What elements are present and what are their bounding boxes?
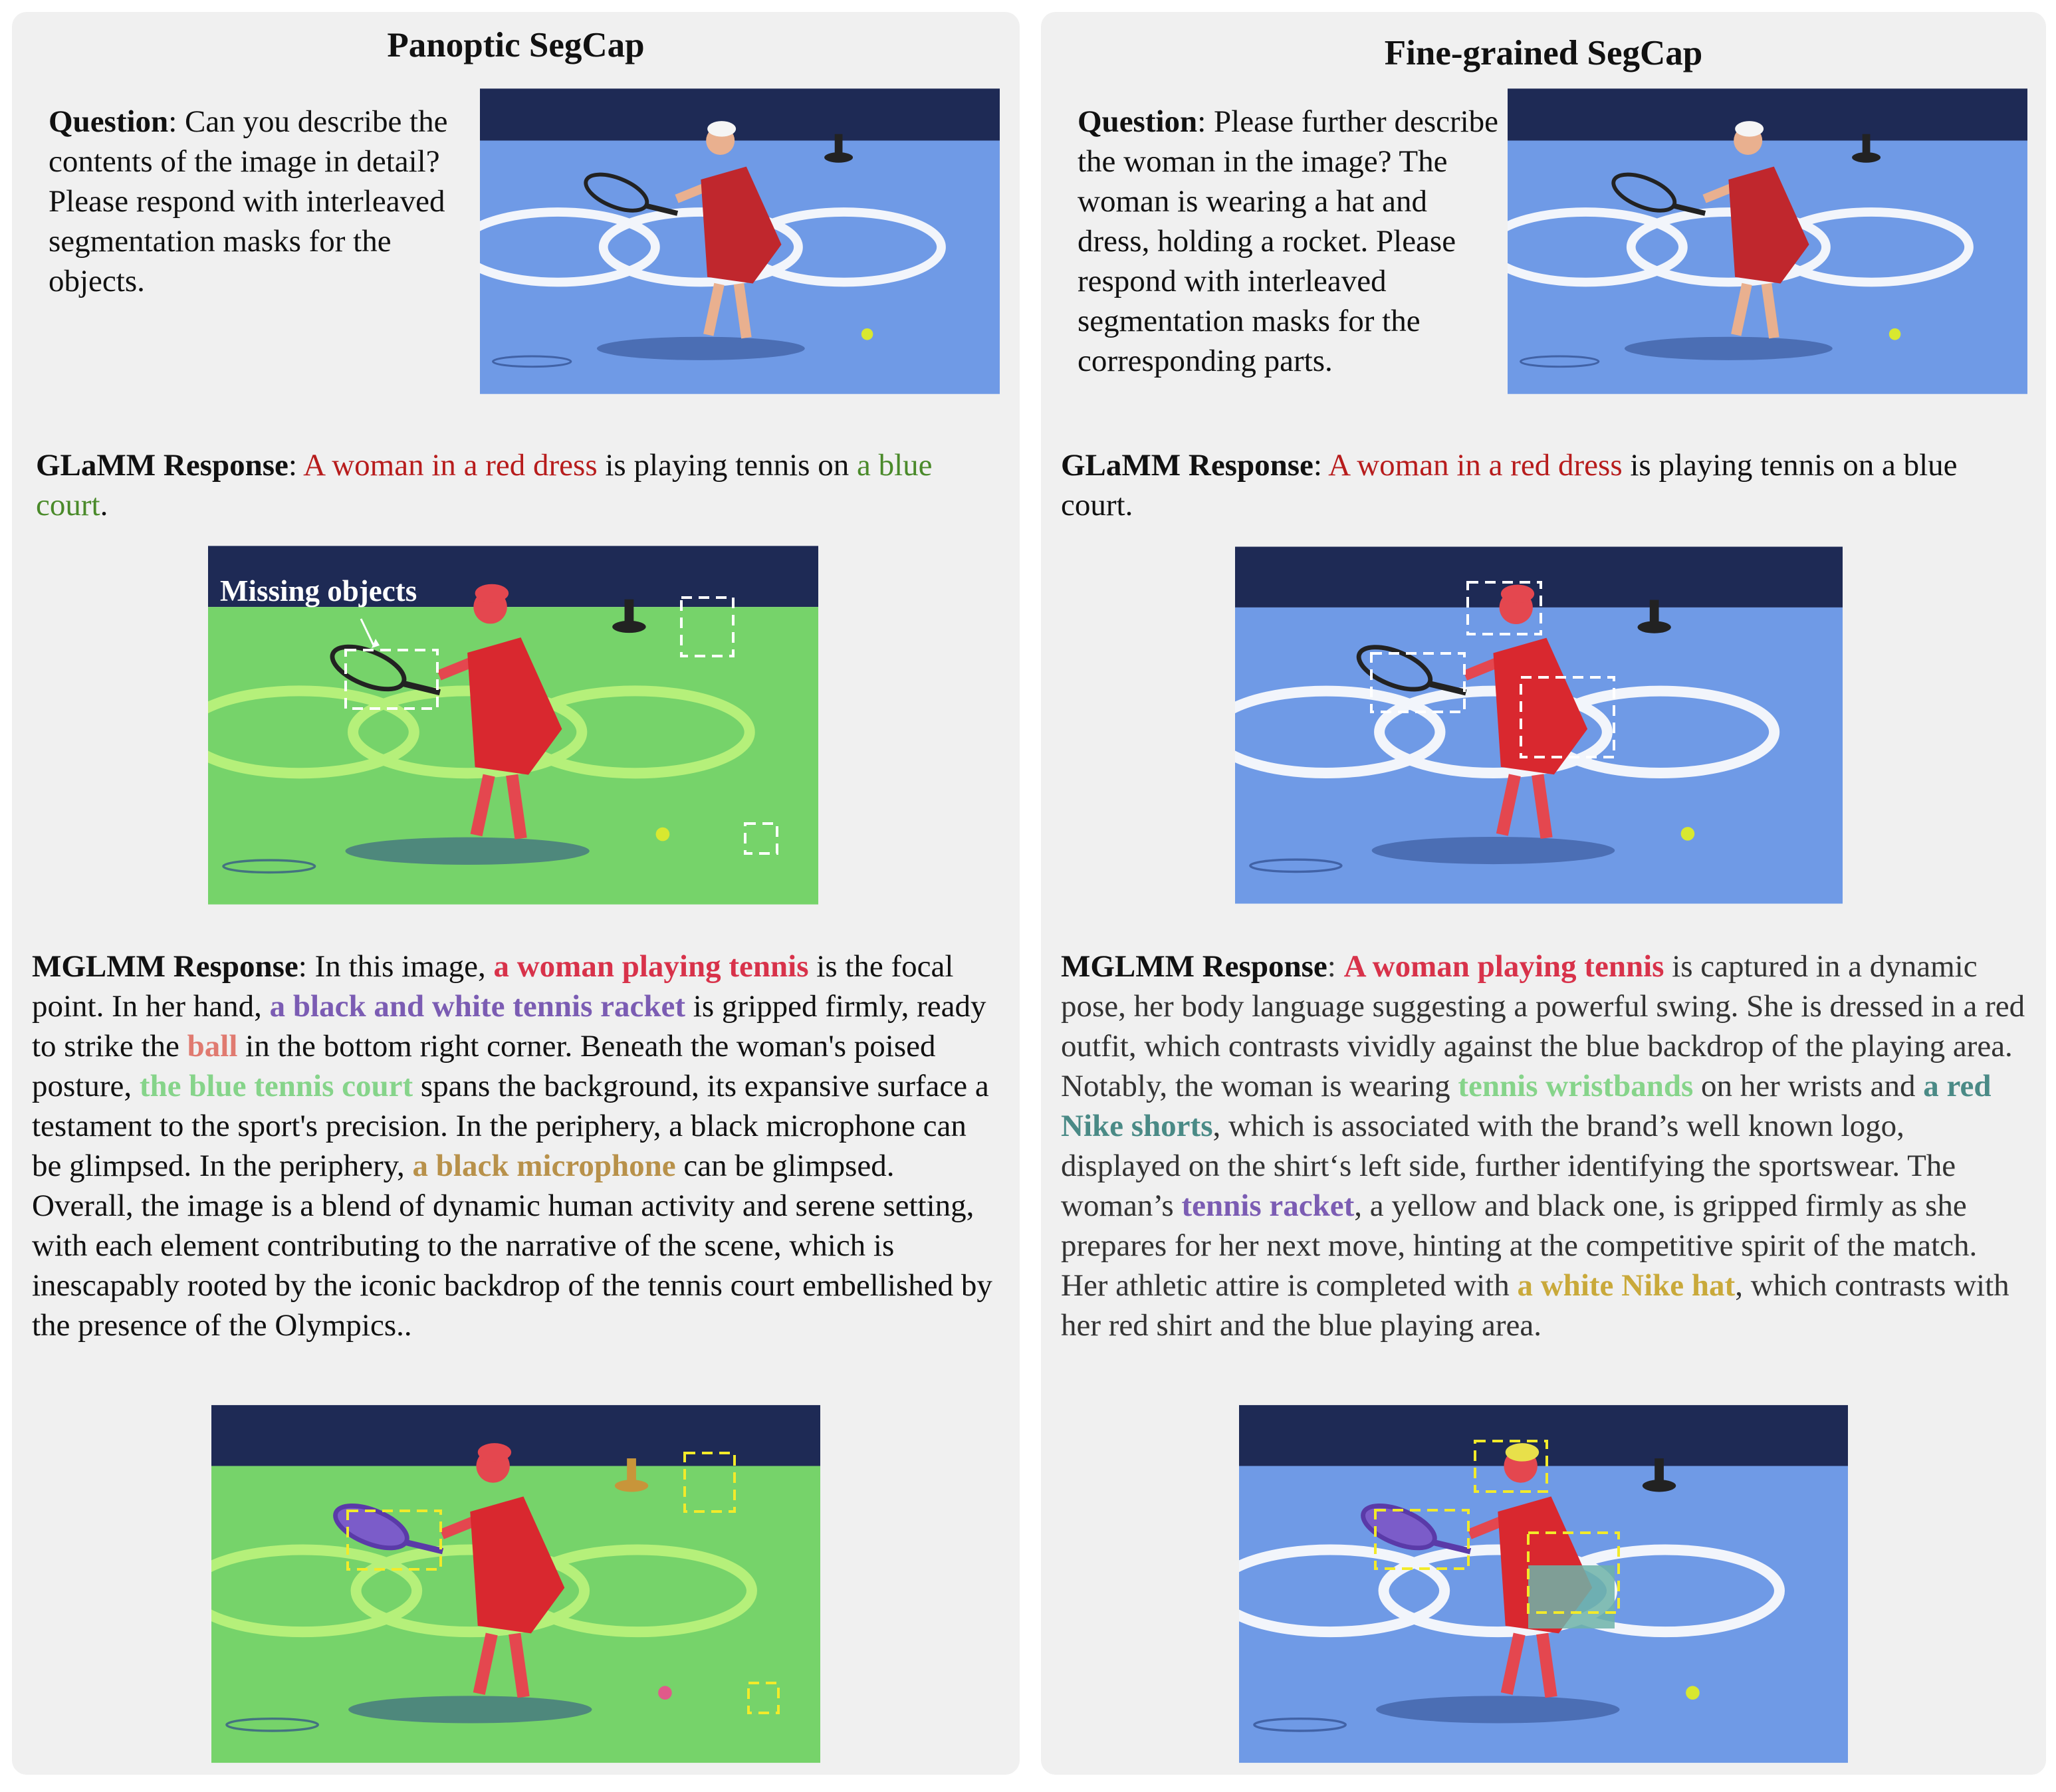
mglmm-response: MGLMM Response: In this image, a woman p… [32, 949, 992, 1343]
glamm-response: GLaMM Response: A woman in a red dress i… [36, 448, 933, 522]
missing-object-boxes [344, 596, 778, 855]
question-text: Question: Please further describe the wo… [1078, 104, 1499, 378]
detected-object-boxes [346, 1452, 780, 1714]
mglmm-mask-image [1239, 1402, 1848, 1765]
fine-grained-segcap-panel: Fine-grained SegCap Question: Please fur… [1041, 12, 2046, 1775]
glamm-mask-image: Missing objects [208, 546, 818, 905]
panoptic-segcap-panel: Panoptic SegCap Question: Can you descri… [12, 12, 1020, 1775]
tennis-photo [1508, 88, 2027, 394]
missing-objects-label: Missing objects [220, 574, 417, 608]
input-image [1508, 88, 2027, 394]
panel-title: Panoptic SegCap [387, 26, 645, 64]
question-label: Question [49, 104, 169, 139]
question-label: Question [1078, 104, 1198, 139]
mglmm-response: MGLMM Response: A woman playing tennis i… [1061, 949, 2025, 1343]
panel-title: Fine-grained SegCap [1384, 34, 1703, 72]
missing-part-boxes [1370, 581, 1615, 758]
detected-part-boxes [1374, 1440, 1620, 1628]
question-text: Question: Can you describe the contents … [49, 104, 448, 298]
glamm-mask-image [1235, 546, 1843, 905]
tennis-photo [480, 88, 1000, 394]
glamm-response: GLaMM Response: A woman in a red dress i… [1061, 448, 1958, 522]
mglmm-mask-image [211, 1402, 820, 1765]
input-image [480, 88, 1000, 394]
